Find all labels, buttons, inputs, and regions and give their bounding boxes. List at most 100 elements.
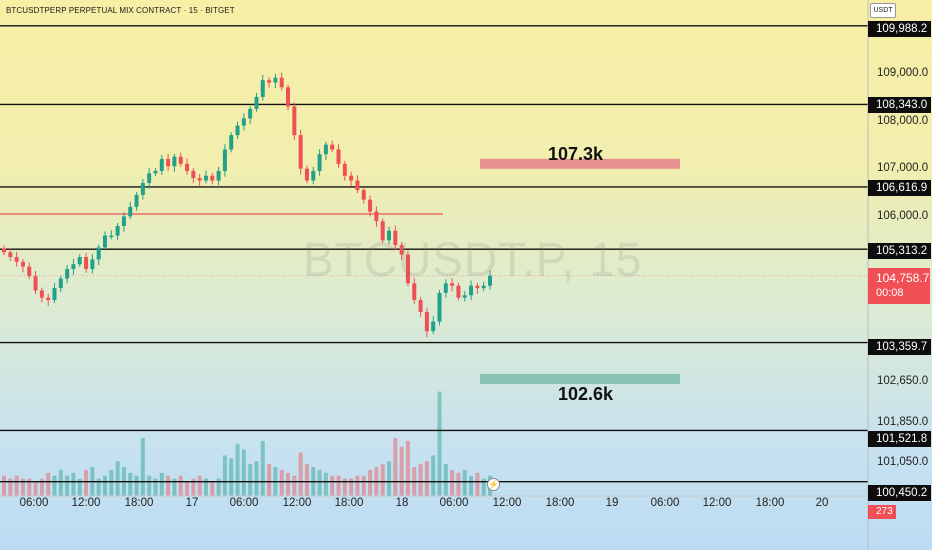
volume-bar — [197, 475, 202, 496]
volume-bar — [361, 475, 366, 496]
volume-bar — [462, 469, 467, 496]
candle-body — [248, 108, 253, 119]
level-badge[interactable]: 105,313.2 — [868, 243, 931, 259]
time-tick: 18:00 — [334, 497, 364, 509]
price-tick: 102,650.0 — [877, 375, 929, 387]
candle-body — [342, 163, 347, 176]
volume-bar — [418, 464, 423, 496]
level-badge[interactable]: 103,359.7 — [868, 339, 931, 355]
candle-body — [488, 275, 492, 286]
currency-badge[interactable]: USDT — [870, 3, 896, 18]
candle-body — [355, 180, 360, 191]
volume-bar — [185, 481, 190, 496]
volume-bar — [147, 475, 152, 496]
lightning-icon[interactable]: ⚡ — [487, 478, 500, 491]
candle-body — [71, 264, 76, 269]
level-badge[interactable]: 101,521.8 — [868, 431, 931, 447]
price-tick: 109,000.0 — [877, 67, 929, 79]
level-badge[interactable]: 109,988.2 — [868, 21, 931, 37]
candle-body — [475, 285, 480, 289]
volume-bar — [469, 475, 474, 496]
candle-body — [317, 154, 322, 171]
candle-body — [412, 283, 417, 301]
symbol-title[interactable]: BTCUSDTPERP PERPETUAL MIX CONTRACT · 15 … — [6, 6, 235, 15]
volume-bar — [109, 469, 114, 496]
candle-body — [254, 96, 259, 109]
volume-bar — [210, 481, 215, 496]
level-badge[interactable]: 106,616.9 — [868, 180, 931, 196]
zone-layer — [480, 158, 680, 384]
candle-body — [374, 211, 379, 222]
volume-bar — [172, 478, 177, 496]
time-tick: 06:00 — [19, 497, 49, 509]
volume-bar — [399, 446, 404, 496]
volume-bar — [267, 464, 272, 496]
candle-body — [456, 285, 461, 298]
volume-bar — [20, 478, 25, 496]
candle-body — [2, 248, 6, 253]
candle-body — [273, 77, 278, 83]
candle-body — [222, 149, 227, 171]
candle-body — [102, 235, 107, 248]
candle-body — [437, 292, 442, 322]
volume-bar — [424, 461, 429, 496]
candle-body — [241, 118, 246, 126]
candle-body — [84, 257, 89, 269]
candle-body — [166, 159, 171, 167]
volume-bar — [393, 438, 398, 496]
time-tick: 12:00 — [492, 497, 522, 509]
price-tick: 101,850.0 — [877, 416, 929, 428]
candle-layer — [2, 72, 492, 337]
time-tick: 18:00 — [545, 497, 575, 509]
time-tick: 06:00 — [650, 497, 680, 509]
candle-body — [393, 230, 398, 246]
candle-body — [481, 285, 486, 289]
volume-bar — [159, 472, 164, 496]
volume-bar — [355, 475, 360, 496]
volume-bar — [14, 475, 19, 496]
volume-bar — [431, 455, 436, 496]
candle-body — [46, 297, 51, 301]
candle-body — [304, 168, 309, 181]
candle-body — [128, 206, 133, 217]
current-price-badge[interactable]: 104,758.7 00:08 — [868, 268, 930, 304]
volume-bar — [298, 452, 303, 496]
candle-body — [65, 268, 70, 279]
volume-bar — [128, 472, 133, 496]
candle-body — [279, 77, 284, 88]
candle-body — [96, 247, 101, 260]
level-badge[interactable]: 100,450.2 — [868, 485, 931, 501]
zone-label-107k: 107.3k — [548, 144, 604, 164]
time-tick: 19 — [605, 497, 619, 509]
volume-bar — [71, 472, 76, 496]
volume-bar — [349, 478, 354, 496]
candle-body — [462, 295, 467, 298]
volume-bar — [115, 461, 120, 496]
volume-bar — [450, 469, 455, 496]
volume-bar — [222, 455, 227, 496]
candle-body — [14, 257, 19, 262]
level-badge[interactable]: 108,343.0 — [868, 97, 931, 113]
candle-body — [469, 285, 474, 296]
candle-body — [450, 283, 455, 286]
volume-bar — [27, 478, 32, 496]
volume-bar — [323, 472, 328, 496]
volume-bar — [235, 443, 240, 496]
volume-bar — [330, 475, 335, 496]
candle-body — [286, 87, 291, 107]
time-tick: 12:00 — [702, 497, 732, 509]
volume-bar — [8, 478, 13, 496]
volume-bar — [65, 475, 70, 496]
candle-body — [8, 252, 13, 258]
price-tick: 101,050.0 — [877, 456, 929, 468]
candle-body — [58, 278, 63, 289]
time-tick: 12:00 — [282, 497, 312, 509]
candle-body — [260, 80, 265, 97]
volume-bar — [216, 478, 221, 496]
time-tick: 20 — [815, 497, 829, 509]
volume-bar — [46, 472, 51, 496]
candle-body — [349, 175, 354, 181]
volume-bar — [229, 458, 234, 496]
bar-countdown: 00:08 — [876, 287, 904, 299]
